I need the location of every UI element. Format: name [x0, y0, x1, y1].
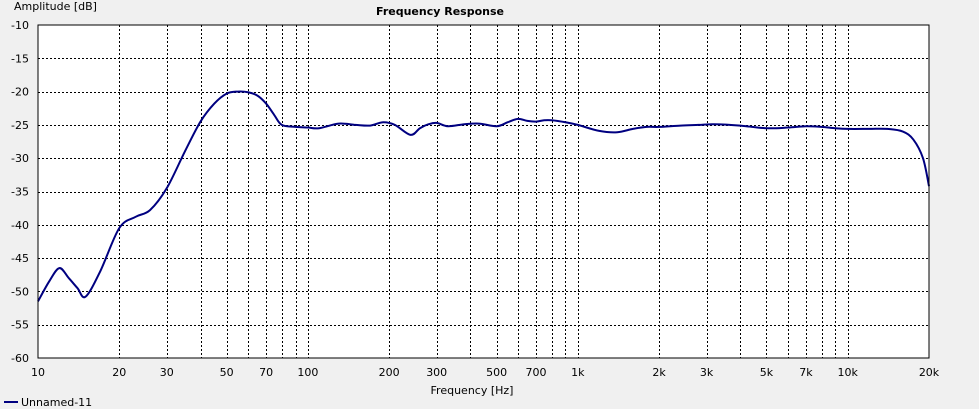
y-tick-label: -35 — [11, 186, 29, 199]
legend-label: Unnamed-11 — [21, 396, 92, 409]
y-tick-label: -55 — [11, 319, 29, 332]
grid — [38, 25, 929, 358]
x-tick-labels: 10 20 30 50 70 100 200 300 500 700 1k 2k 3k 5k 7k 10k 20… — [31, 366, 940, 379]
x-tick-label: 1k — [571, 366, 585, 379]
x-tick-label: 20 — [112, 366, 126, 379]
y-tick-label: -20 — [11, 86, 29, 99]
plot-border — [37, 24, 930, 359]
x-tick-label: 2k — [652, 366, 666, 379]
series-line — [37, 90, 930, 302]
x-tick-label: 50 — [220, 366, 234, 379]
y-tick-label: -25 — [11, 119, 29, 132]
x-tick-label: 70 — [259, 366, 273, 379]
y-axis-label: Amplitude [dB] — [14, 0, 97, 13]
x-tick-label: 7k — [799, 366, 813, 379]
y-tick-labels: -10 -15 -20 -25 -30 -35 -40 -45 -50 -55 -60 — [11, 19, 29, 365]
x-tick-label: 300 — [426, 366, 447, 379]
x-tick-label: 30 — [160, 366, 174, 379]
legend: Unnamed-11 — [4, 396, 92, 409]
y-tick-label: -30 — [11, 152, 29, 165]
x-tick-label: 700 — [526, 366, 547, 379]
x-tick-label: 3k — [700, 366, 714, 379]
x-tick-label: 100 — [297, 366, 318, 379]
x-tick-label: 10 — [31, 366, 45, 379]
series-lines — [37, 90, 930, 302]
x-tick-label: 200 — [379, 366, 400, 379]
x-tick-label: 500 — [486, 366, 507, 379]
x-tick-label: 20k — [919, 366, 940, 379]
y-tick-label: -10 — [11, 19, 29, 32]
y-tick-label: -15 — [11, 52, 29, 65]
y-tick-label: -45 — [11, 252, 29, 265]
x-tick-label: 5k — [760, 366, 774, 379]
x-tick-label: 10k — [838, 366, 859, 379]
y-tick-label: -50 — [11, 285, 29, 298]
x-axis-label: Frequency [Hz] — [431, 384, 514, 397]
y-tick-label: -60 — [11, 352, 29, 365]
y-tick-label: -40 — [11, 219, 29, 232]
chart-title: Frequency Response — [376, 5, 504, 18]
plot-area — [38, 25, 929, 358]
